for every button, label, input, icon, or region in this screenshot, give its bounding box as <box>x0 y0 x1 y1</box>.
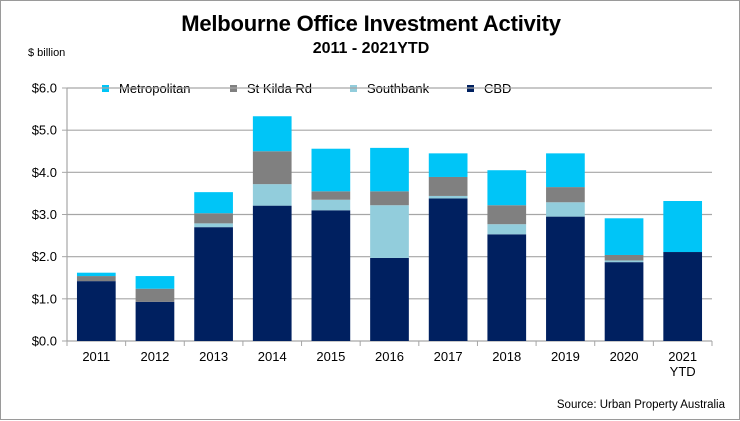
x-tick-label: 2016 <box>375 349 404 364</box>
source-note: Source: Urban Property Australia <box>556 399 725 411</box>
y-tick-label: $2.0 <box>32 249 57 264</box>
bar-cbd-2021 <box>663 252 703 341</box>
chart-title: Melbourne Office Investment Activity <box>181 11 561 36</box>
x-tick-label: 2017 <box>434 349 463 364</box>
bar-st-kilda-rd-2013 <box>194 213 233 224</box>
bar-cbd-2011 <box>76 281 116 341</box>
bar-cbd-2017 <box>428 198 468 341</box>
bar-cbd-2020 <box>604 262 644 341</box>
bar-metropolitan-2021 <box>663 201 703 253</box>
bar-cbd-2012 <box>135 301 175 341</box>
x-tick-label: 2015 <box>316 349 345 364</box>
bar-st-kilda-rd-2011 <box>76 276 116 282</box>
bar-southbank-2019 <box>546 202 585 217</box>
bar-southbank-2013 <box>194 223 233 228</box>
y-tick-label: $3.0 <box>32 207 57 222</box>
bar-metropolitan-2014 <box>252 116 292 152</box>
bar-southbank-2014 <box>252 184 292 206</box>
bar-cbd-2016 <box>370 257 409 341</box>
bar-st-kilda-rd-2020 <box>604 254 644 261</box>
bar-cbd-2013 <box>194 227 233 341</box>
x-tick-label: 2014 <box>258 349 287 364</box>
bar-metropolitan-2015 <box>311 148 351 192</box>
bar-metropolitan-2018 <box>487 170 527 206</box>
x-tick-label: 2021 <box>668 349 697 364</box>
x-tick-label: 2011 <box>82 349 110 364</box>
bar-metropolitan-2013 <box>194 192 233 214</box>
y-tick-label: $6.0 <box>32 81 57 96</box>
y-tick-label: $4.0 <box>32 165 57 180</box>
bar-metropolitan-2017 <box>428 153 468 177</box>
y-tick-label: $5.0 <box>32 123 57 138</box>
x-tick-label: 2013 <box>199 349 228 364</box>
x-tick-label: 2019 <box>551 349 580 364</box>
bar-metropolitan-2012 <box>135 276 175 289</box>
x-tick-label: YTD <box>670 364 696 379</box>
bar-metropolitan-2019 <box>546 153 585 188</box>
y-tick-label: $0.0 <box>32 334 57 349</box>
bar-st-kilda-rd-2016 <box>370 191 409 206</box>
bar-cbd-2014 <box>252 205 292 341</box>
bar-metropolitan-2011 <box>76 272 116 277</box>
chart-subtitle: 2011 - 2021YTD <box>312 40 430 57</box>
bar-southbank-2018 <box>487 224 527 235</box>
x-tick-label: 2012 <box>140 349 169 364</box>
bar-southbank-2020 <box>604 260 644 263</box>
y-axis-unit-label: $ billion <box>28 47 66 59</box>
bar-st-kilda-rd-2017 <box>428 176 468 196</box>
x-tick-label: 2018 <box>492 349 521 364</box>
bar-st-kilda-rd-2014 <box>252 151 292 185</box>
bar-southbank-2017 <box>428 195 468 199</box>
bar-metropolitan-2020 <box>604 218 644 255</box>
bar-southbank-2016 <box>370 205 409 258</box>
bar-st-kilda-rd-2012 <box>135 288 175 302</box>
bar-southbank-2015 <box>311 199 351 211</box>
y-tick-label: $1.0 <box>32 291 57 306</box>
bar-st-kilda-rd-2018 <box>487 205 527 225</box>
bar-metropolitan-2016 <box>370 147 409 192</box>
x-tick-label: 2020 <box>610 349 639 364</box>
bar-cbd-2015 <box>311 210 351 341</box>
bar-st-kilda-rd-2019 <box>546 187 585 203</box>
bar-cbd-2018 <box>487 234 527 341</box>
bar-st-kilda-rd-2015 <box>311 191 351 200</box>
bar-cbd-2019 <box>546 216 585 341</box>
